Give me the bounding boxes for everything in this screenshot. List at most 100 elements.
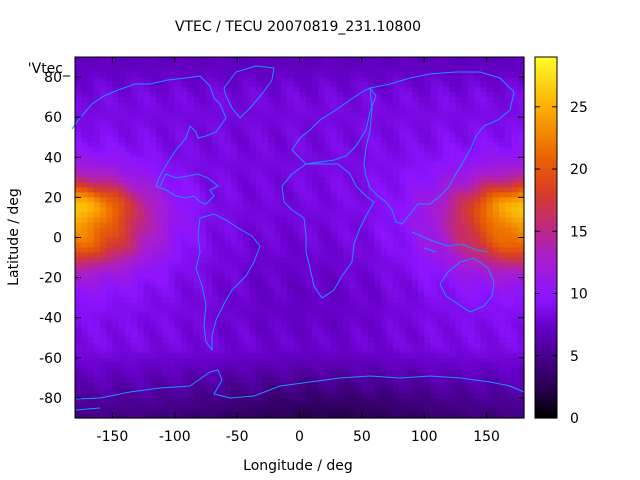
heatmap-cell xyxy=(106,372,114,379)
heatmap-cell xyxy=(486,127,494,133)
heatmap-cell xyxy=(411,232,419,239)
heatmap-cell xyxy=(374,367,382,374)
heatmap-cell xyxy=(124,302,132,309)
heatmap-cell xyxy=(517,72,525,78)
heatmap-cell xyxy=(492,97,500,103)
heatmap-cell xyxy=(436,372,444,379)
heatmap-cell xyxy=(274,117,282,123)
heatmap-cell xyxy=(87,117,95,123)
heatmap-cell xyxy=(305,397,313,404)
heatmap-cell xyxy=(237,152,244,158)
heatmap-cell xyxy=(361,182,369,188)
heatmap-cell xyxy=(474,67,481,73)
heatmap-cell xyxy=(106,112,114,118)
heatmap-cell xyxy=(405,87,413,93)
heatmap-cell xyxy=(461,172,469,178)
heatmap-cell xyxy=(274,392,282,399)
heatmap-cell xyxy=(280,317,288,324)
heatmap-cell xyxy=(75,242,82,249)
heatmap-cell xyxy=(118,312,126,319)
heatmap-cell xyxy=(149,342,157,349)
heatmap-cell xyxy=(474,172,481,178)
heatmap-cell xyxy=(243,227,251,234)
heatmap-cell xyxy=(212,102,220,108)
heatmap-cell xyxy=(449,122,457,128)
heatmap-cell xyxy=(149,207,157,214)
heatmap-cell xyxy=(355,207,363,214)
heatmap-cell xyxy=(255,302,263,309)
heatmap-cell xyxy=(355,192,363,198)
heatmap-cell xyxy=(511,72,519,78)
heatmap-cell xyxy=(75,112,82,118)
heatmap-cell xyxy=(168,167,176,173)
heatmap-cell xyxy=(330,332,338,339)
heatmap-cell xyxy=(461,397,469,404)
heatmap-cell xyxy=(330,302,338,309)
heatmap-cell xyxy=(87,252,95,259)
heatmap-cell xyxy=(330,277,338,284)
heatmap-cell xyxy=(330,187,338,193)
heatmap-cell xyxy=(442,362,450,369)
heatmap-cell xyxy=(368,162,375,168)
heatmap-cell xyxy=(305,327,313,334)
heatmap-cell xyxy=(205,262,213,269)
heatmap-cell xyxy=(218,307,226,314)
heatmap-cell xyxy=(243,262,251,269)
heatmap-cell xyxy=(262,92,269,98)
heatmap-cell xyxy=(237,397,244,404)
heatmap-cell xyxy=(249,167,257,173)
heatmap-cell xyxy=(230,197,238,203)
heatmap-cell xyxy=(474,197,481,203)
heatmap-cell xyxy=(380,382,388,389)
heatmap-cell xyxy=(81,372,89,379)
heatmap-cell xyxy=(318,207,326,214)
heatmap-cell xyxy=(299,262,307,269)
heatmap-cell xyxy=(199,317,207,324)
heatmap-cell xyxy=(492,267,500,274)
heatmap-cell xyxy=(511,292,519,299)
heatmap-cell xyxy=(436,267,444,274)
heatmap-cell xyxy=(262,347,269,354)
heatmap-cell xyxy=(149,152,157,158)
heatmap-cell xyxy=(399,162,407,168)
heatmap-cell xyxy=(280,72,288,78)
heatmap-cell xyxy=(262,242,269,249)
heatmap-cell xyxy=(106,207,114,214)
heatmap-cell xyxy=(324,132,332,138)
heatmap-cell xyxy=(430,262,438,269)
heatmap-cell xyxy=(255,117,263,123)
heatmap-cell xyxy=(386,112,394,118)
heatmap-cell xyxy=(87,312,95,319)
heatmap-cell xyxy=(249,257,257,264)
heatmap-cell xyxy=(349,347,357,354)
heatmap-cell xyxy=(199,327,207,334)
heatmap-cell xyxy=(355,187,363,193)
heatmap-cell xyxy=(143,372,151,379)
heatmap-cell xyxy=(505,387,513,394)
heatmap-cell xyxy=(99,322,107,329)
heatmap-cell xyxy=(156,312,163,319)
heatmap-cell xyxy=(287,227,294,234)
heatmap-cell xyxy=(511,152,519,158)
heatmap-cell xyxy=(455,262,463,269)
heatmap-cell xyxy=(106,382,114,389)
heatmap-cell xyxy=(393,317,400,324)
heatmap-cell xyxy=(417,362,425,369)
heatmap-cell xyxy=(106,197,114,203)
heatmap-cell xyxy=(461,162,469,168)
heatmap-cell xyxy=(193,127,201,133)
heatmap-cell xyxy=(311,172,319,178)
heatmap-cell xyxy=(255,162,263,168)
heatmap-cell xyxy=(311,337,319,344)
heatmap-cell xyxy=(249,242,257,249)
heatmap-cell xyxy=(230,252,238,259)
heatmap-cell xyxy=(449,57,457,63)
heatmap-cell xyxy=(436,147,444,153)
heatmap-cell xyxy=(280,262,288,269)
heatmap-cell xyxy=(374,102,382,108)
heatmap-cell xyxy=(505,332,513,339)
heatmap-cell xyxy=(386,67,394,73)
heatmap-cell xyxy=(287,107,294,113)
heatmap-cell xyxy=(455,357,463,364)
heatmap-cell xyxy=(417,222,425,229)
